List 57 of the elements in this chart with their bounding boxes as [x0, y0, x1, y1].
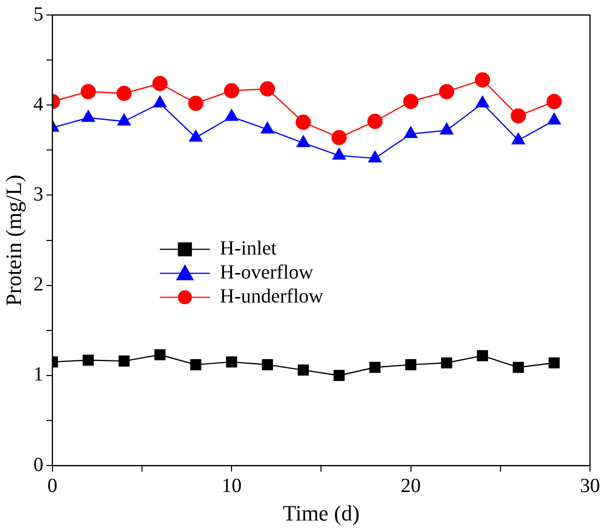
- point: [440, 122, 454, 134]
- point: [439, 84, 454, 100]
- point: [546, 94, 562, 110]
- y-tick-label: 3: [33, 183, 44, 206]
- y-tick-label: 4: [33, 93, 44, 116]
- point: [116, 86, 132, 102]
- point: [82, 354, 94, 366]
- point: [296, 135, 310, 148]
- point: [226, 356, 238, 368]
- point: [512, 132, 525, 144]
- y-tick-label: 1: [33, 364, 44, 386]
- point: [474, 72, 490, 88]
- y-tick-label: 0: [33, 454, 44, 476]
- point: [260, 122, 274, 134]
- point: [441, 357, 452, 368]
- y-tick-label: 2: [33, 274, 44, 296]
- point: [296, 114, 311, 130]
- point: [153, 96, 167, 108]
- point: [224, 83, 240, 98]
- point: [368, 150, 382, 162]
- point: [189, 130, 202, 142]
- y-axis-title: Protein (mg/L): [0, 174, 26, 306]
- point: [476, 350, 488, 362]
- point: [512, 362, 524, 373]
- point: [80, 84, 96, 100]
- legend-label: H-inlet: [220, 238, 278, 260]
- point: [548, 112, 561, 125]
- point: [224, 109, 238, 121]
- point: [188, 96, 204, 111]
- point: [332, 130, 347, 146]
- point: [298, 364, 309, 376]
- legend-label: H-underflow: [220, 286, 324, 308]
- point: [476, 96, 490, 108]
- point: [403, 94, 418, 110]
- point: [367, 114, 383, 129]
- point: [332, 148, 346, 160]
- x-tick-label: 20: [400, 474, 421, 497]
- legend-label: H-overflow: [220, 262, 314, 284]
- point: [152, 76, 168, 92]
- point: [262, 359, 273, 370]
- point: [117, 114, 131, 126]
- y-tick-label: 5: [33, 3, 44, 26]
- point: [510, 108, 526, 124]
- point: [118, 356, 130, 367]
- point: [334, 370, 345, 382]
- point: [405, 359, 416, 370]
- point: [260, 81, 276, 96]
- x-axis-title: Time (d): [282, 500, 360, 526]
- point: [190, 359, 202, 370]
- point: [548, 357, 560, 368]
- x-tick-label: 0: [47, 474, 58, 497]
- x-tick-label: 30: [580, 474, 600, 497]
- point: [404, 126, 418, 138]
- point: [369, 362, 381, 373]
- x-tick-label: 10: [222, 474, 242, 497]
- point: [154, 349, 166, 360]
- point: [82, 110, 95, 122]
